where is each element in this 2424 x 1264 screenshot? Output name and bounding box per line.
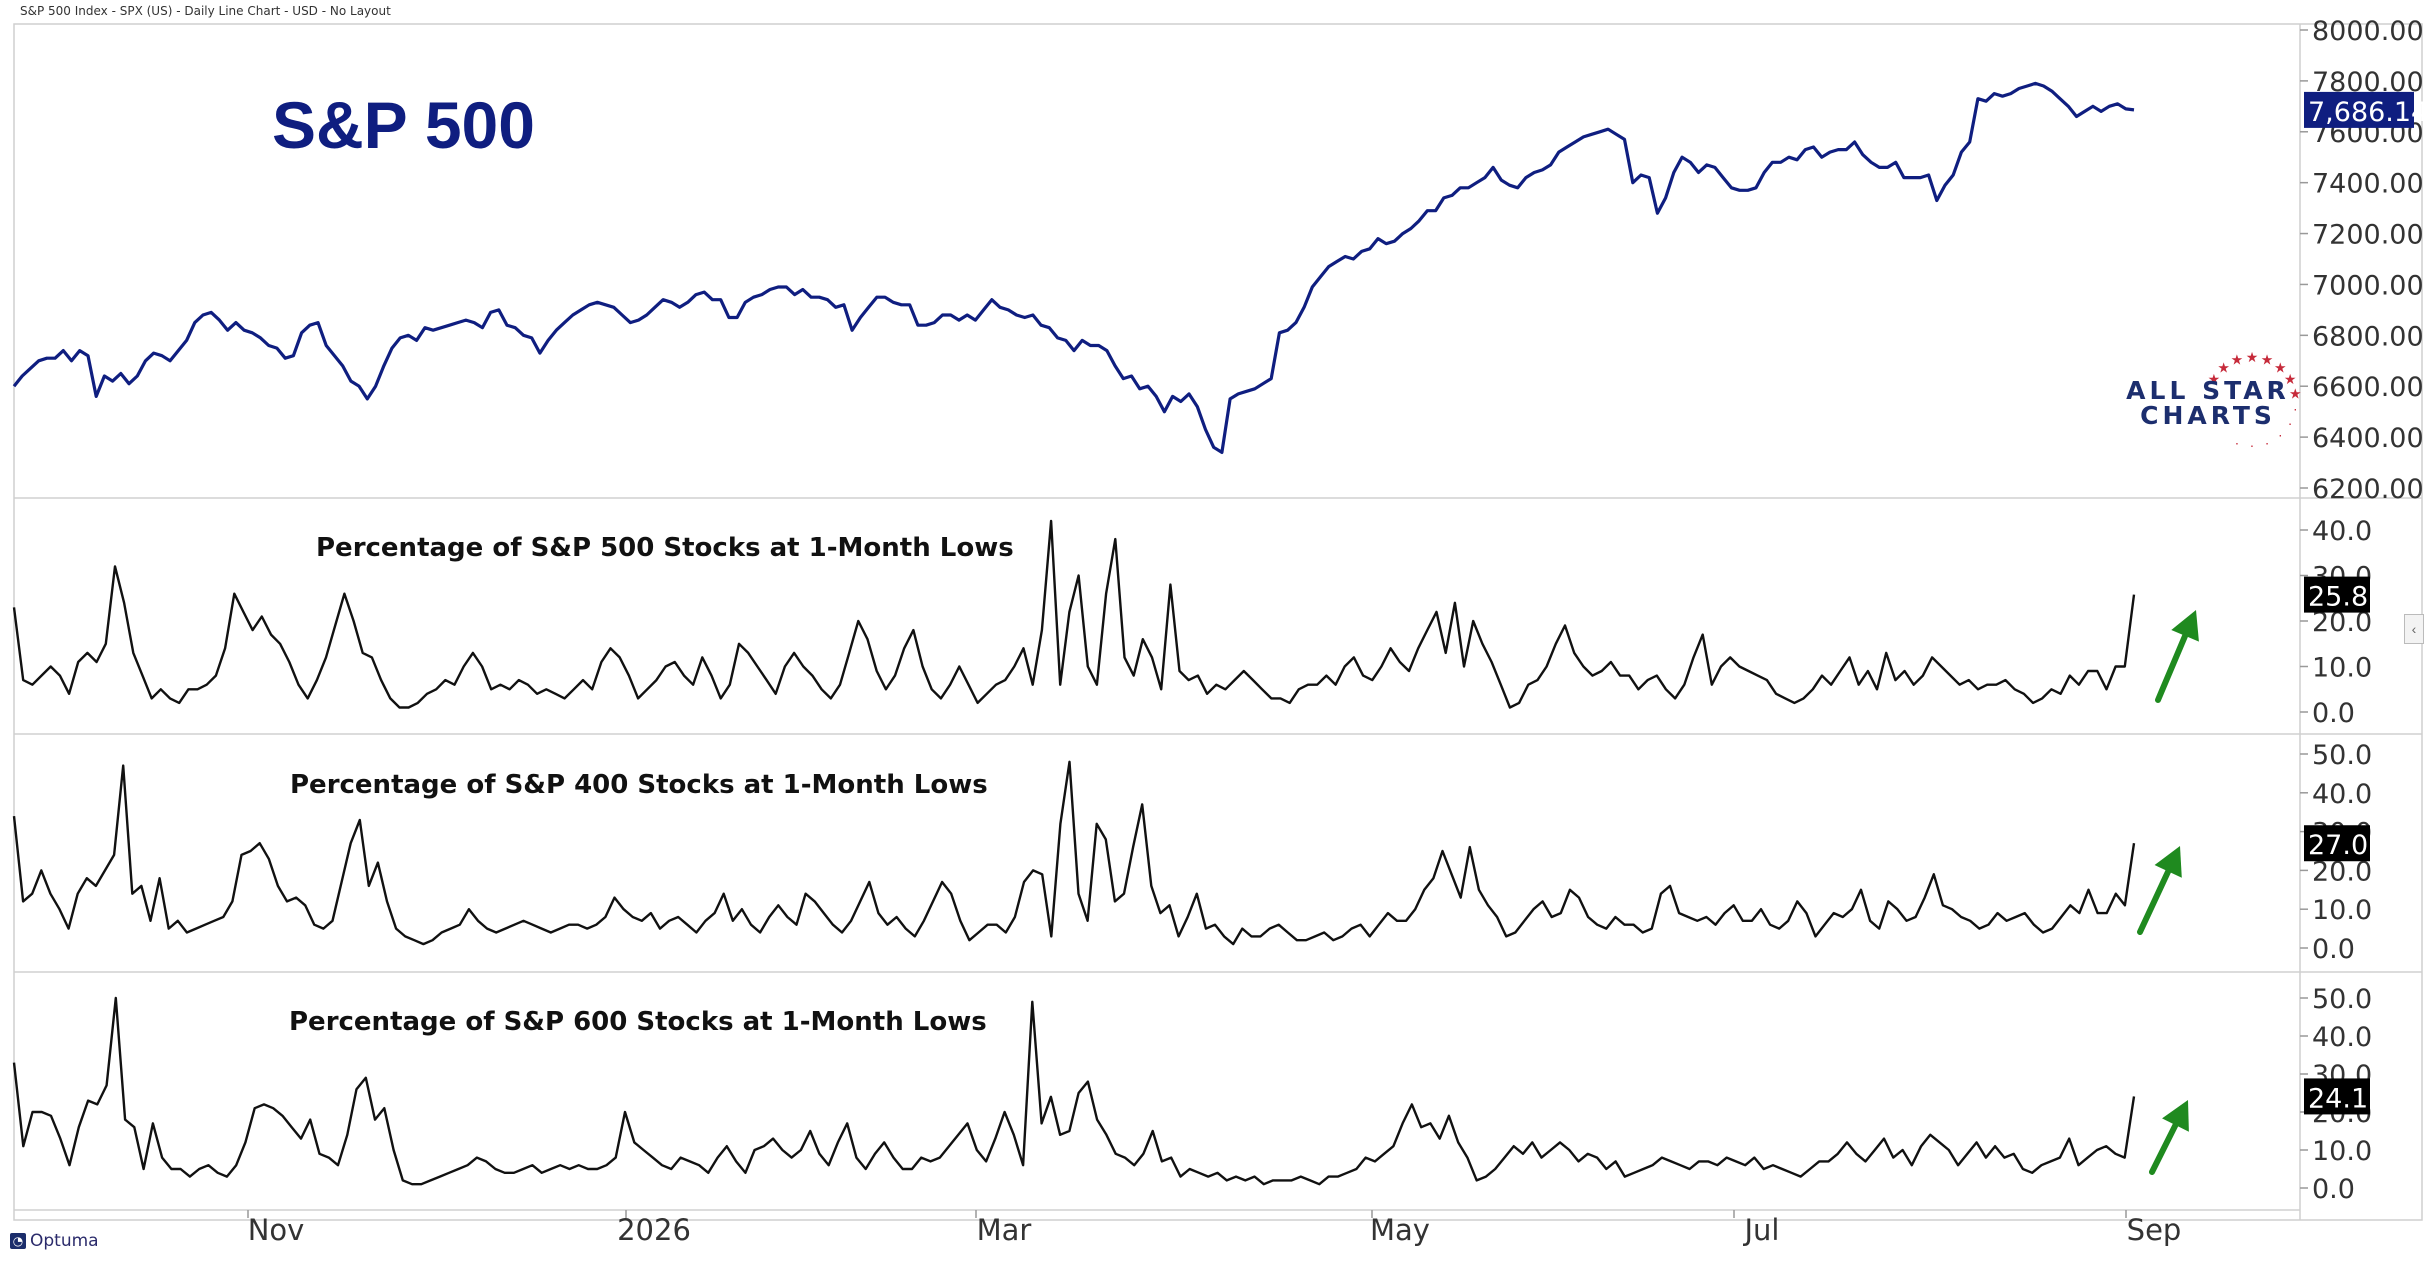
brand-star: · bbox=[2235, 434, 2240, 450]
y-tick-label: 40.0 bbox=[2312, 516, 2372, 547]
chart-header: S&P 500 Index - SPX (US) - Daily Line Ch… bbox=[20, 4, 391, 18]
brand-star: ★ bbox=[2284, 371, 2297, 387]
y-tick-label: 7200.00 bbox=[2312, 220, 2424, 251]
panel-2: 50.040.030.020.010.00.027.0 bbox=[12, 740, 2372, 965]
outer-border bbox=[13, 23, 2423, 1221]
y-tick-label: 0.0 bbox=[2312, 1174, 2355, 1205]
y-tick-label: 10.0 bbox=[2312, 653, 2372, 684]
brand-star: · bbox=[2278, 427, 2283, 443]
panel-title-sp500: S&P 500 bbox=[272, 88, 535, 162]
x-tick-label: Mar bbox=[977, 1213, 1032, 1247]
last-value-box bbox=[2304, 91, 2414, 128]
brand-star: · bbox=[2293, 401, 2298, 417]
brand-star: ★ bbox=[2217, 359, 2230, 375]
x-tick-label: May bbox=[1370, 1213, 1430, 1247]
brand-star: · bbox=[2288, 415, 2293, 431]
y-tick-label: 7400.00 bbox=[2312, 169, 2424, 200]
brand-star: ★ bbox=[2208, 371, 2221, 387]
optuma-logo-text: Optuma bbox=[30, 1231, 99, 1251]
x-axis: Nov 2026 Mar May Jul Sep bbox=[247, 1210, 2182, 1247]
up-arrow-head bbox=[2171, 610, 2199, 642]
y-tick-label: 10.0 bbox=[2312, 1136, 2372, 1167]
last-value-box bbox=[2304, 825, 2370, 862]
chart-panels: 8000.007800.007600.007400.007200.007000.… bbox=[12, 16, 2424, 1205]
up-arrow-head bbox=[2162, 1100, 2189, 1132]
optuma-icon: ◔ bbox=[10, 1233, 26, 1249]
series-line bbox=[12, 519, 2136, 709]
brand-star: ★ bbox=[2246, 349, 2259, 365]
y-tick-label: 0.0 bbox=[2312, 698, 2355, 729]
panel-title-sp600-lows: Percentage of S&P 600 Stocks at 1-Month … bbox=[289, 1007, 987, 1037]
brand-stars: ★★ ★ ★ ★ ★★★······ bbox=[2208, 349, 2302, 453]
last-value-label: 7,686.14 bbox=[2308, 97, 2424, 128]
y-tick-label: 50.0 bbox=[2312, 740, 2372, 771]
panel-0: 8000.007800.007600.007400.007200.007000.… bbox=[12, 16, 2424, 505]
x-tick-label: Jul bbox=[1743, 1213, 1780, 1247]
y-tick-label: 7000.00 bbox=[2312, 270, 2424, 301]
brand-line-1: ALL STAR bbox=[2126, 376, 2290, 405]
up-arrow-shaft bbox=[2137, 868, 2172, 935]
optuma-logo: ◔ Optuma bbox=[10, 1231, 99, 1251]
all-star-charts-logo: ALL STAR CHARTS bbox=[2108, 378, 2308, 428]
series-line bbox=[12, 760, 2136, 946]
chart-frame bbox=[13, 23, 2423, 1221]
y-tick-label: 40.0 bbox=[2312, 779, 2372, 810]
last-value-box bbox=[2304, 1078, 2370, 1115]
y-tick-label: 0.0 bbox=[2312, 934, 2355, 965]
series-line bbox=[12, 81, 2135, 454]
collapse-panel-tab[interactable]: ‹ bbox=[2404, 614, 2424, 644]
y-tick-label: 6600.00 bbox=[2312, 372, 2424, 403]
brand-star: · bbox=[2265, 434, 2270, 450]
brand-star: ★ bbox=[2274, 359, 2287, 375]
brand-star: · bbox=[2250, 437, 2255, 453]
x-tick-label: Sep bbox=[2127, 1213, 2182, 1247]
y-tick-label: 6400.00 bbox=[2312, 423, 2424, 454]
panel-title-sp500-lows: Percentage of S&P 500 Stocks at 1-Month … bbox=[316, 533, 1014, 563]
last-value-box bbox=[2304, 576, 2370, 613]
series-line bbox=[12, 996, 2136, 1186]
up-arrow-head bbox=[2154, 846, 2182, 878]
x-tick-label: Nov bbox=[248, 1213, 305, 1247]
last-value-label: 24.1 bbox=[2308, 1083, 2368, 1114]
last-value-label: 25.8 bbox=[2308, 582, 2368, 613]
y-tick-label: 6800.00 bbox=[2312, 321, 2424, 352]
last-value-label: 27.0 bbox=[2308, 830, 2368, 861]
brand-star: ★ bbox=[2261, 352, 2274, 368]
brand-star: ★ bbox=[2231, 352, 2244, 368]
up-arrow-shaft bbox=[2149, 1122, 2179, 1175]
brand-star: ★ bbox=[2289, 385, 2302, 401]
up-arrow-shaft bbox=[2155, 632, 2189, 703]
y-tick-label: 40.0 bbox=[2312, 1022, 2372, 1053]
panel-title-sp400-lows: Percentage of S&P 400 Stocks at 1-Month … bbox=[290, 770, 988, 800]
y-tick-label: 50.0 bbox=[2312, 984, 2372, 1015]
panel-3: 50.040.030.020.010.00.024.1 bbox=[12, 984, 2372, 1205]
y-tick-label: 8000.00 bbox=[2312, 16, 2424, 47]
panel-1: 40.030.020.010.00.025.8 bbox=[12, 516, 2372, 729]
brand-line-2: CHARTS bbox=[2140, 401, 2276, 430]
trend-arrows bbox=[2137, 610, 2199, 1175]
y-tick-label: 20.0 bbox=[2312, 856, 2372, 887]
y-tick-label: 10.0 bbox=[2312, 895, 2372, 926]
x-tick-label: 2026 bbox=[617, 1213, 691, 1247]
y-tick-label: 6200.00 bbox=[2312, 474, 2424, 505]
